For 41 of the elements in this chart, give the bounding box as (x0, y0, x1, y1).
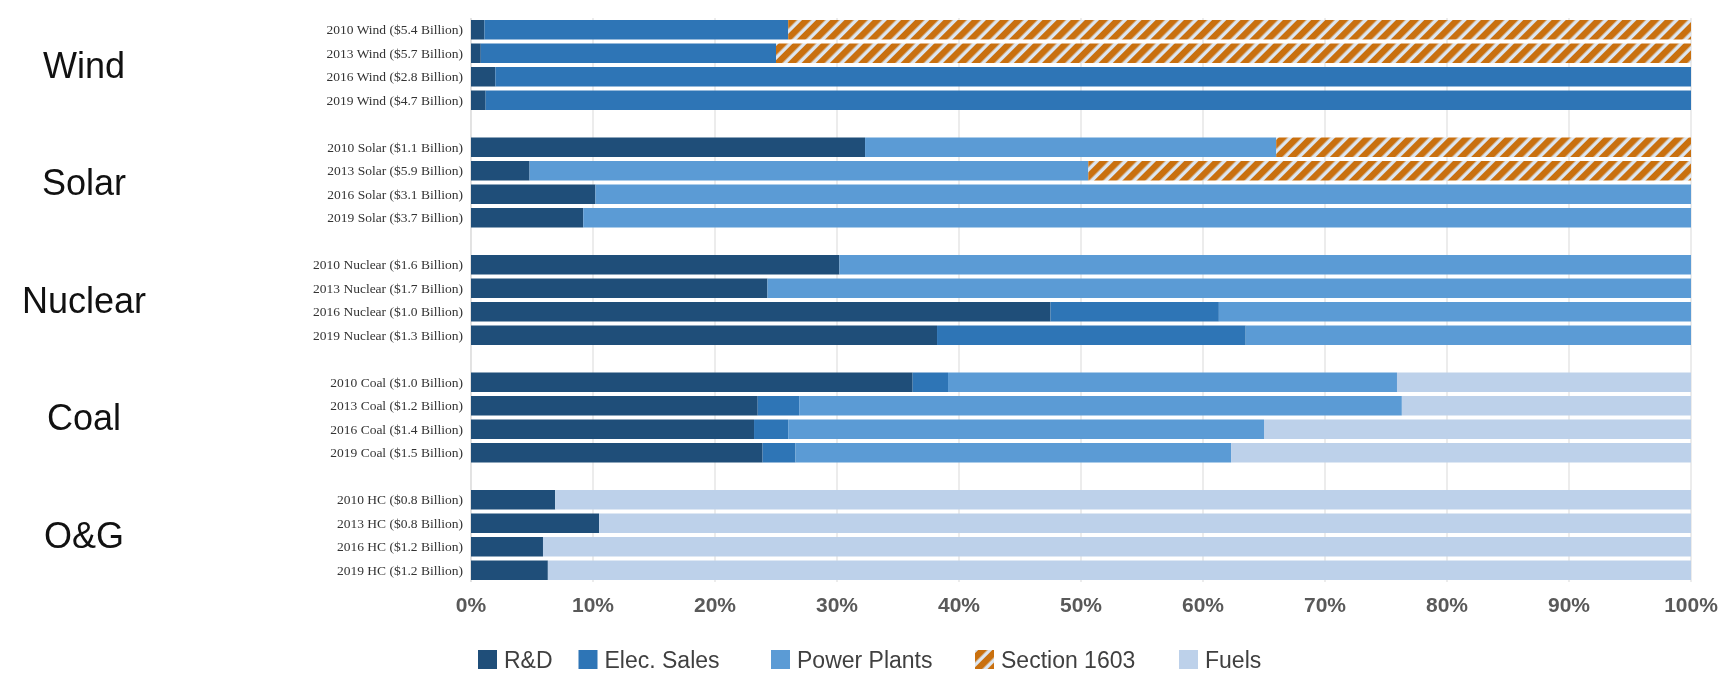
y-tick-label: 2016 Nuclear ($1.0 Billion) (313, 304, 463, 320)
legend-label: Elec. Sales (604, 647, 720, 674)
legend-label: Power Plants (797, 647, 933, 674)
x-tick-label: 80% (1425, 593, 1469, 616)
y-tick-label: 2013 Coal ($1.2 Billion) (330, 398, 463, 414)
y-tick-label: 2019 Coal ($1.5 Billion) (330, 445, 463, 461)
text: Solar (41, 162, 127, 204)
x-tick-label: 70% (1303, 593, 1347, 616)
y-tick-label: 2016 Wind ($2.8 Billion) (326, 69, 463, 85)
y-tick-label: 2016 Coal ($1.4 Billion) (330, 421, 463, 437)
x-tick-label: 100% (1664, 593, 1719, 616)
y-tick-label: 2019 Solar ($3.7 Billion) (327, 210, 463, 226)
y-tick-label: 2019 Nuclear ($1.3 Billion) (313, 327, 463, 343)
y-tick-label: 2010 HC ($0.8 Billion) (336, 492, 463, 508)
text: Coal (46, 397, 122, 439)
y-tick-label: 2010 Coal ($1.0 Billion) (330, 374, 463, 390)
x-tick-label: 30% (815, 593, 859, 616)
y-tick-label: 2010 Solar ($1.1 Billion) (327, 139, 463, 155)
y-tick-label: 2010 Nuclear ($1.6 Billion) (313, 257, 463, 273)
y-tick-label: 2016 Solar ($3.1 Billion) (327, 186, 463, 202)
x-tick-label: 10% (571, 593, 615, 616)
legend-label: R&D (504, 647, 553, 674)
x-tick-label: 90% (1547, 593, 1591, 616)
legend-label: Fuels (1205, 647, 1262, 674)
y-tick-label: 2019 HC ($1.2 Billion) (336, 562, 463, 578)
text: Wind (42, 44, 126, 86)
x-tick-label: 60% (1181, 593, 1225, 616)
text: O&G (43, 514, 125, 556)
text: Nuclear (21, 279, 147, 321)
x-tick-label: 20% (693, 593, 737, 616)
x-tick-label: 50% (1059, 593, 1103, 616)
y-tick-label: 2010 Wind ($5.4 Billion) (326, 22, 463, 38)
y-tick-label: 2013 Wind ($5.7 Billion) (326, 45, 463, 61)
y-tick-label: 2013 HC ($0.8 Billion) (336, 515, 463, 531)
x-tick-label: 0% (455, 593, 487, 616)
y-tick-label: 2016 HC ($1.2 Billion) (336, 539, 463, 555)
x-tick-label: 40% (937, 593, 981, 616)
y-tick-label: 2019 Wind ($4.7 Billion) (326, 92, 463, 108)
legend-label: Section 1603 (1001, 647, 1136, 674)
y-tick-label: 2013 Nuclear ($1.7 Billion) (313, 280, 463, 296)
y-tick-label: 2013 Solar ($5.9 Billion) (327, 163, 463, 179)
